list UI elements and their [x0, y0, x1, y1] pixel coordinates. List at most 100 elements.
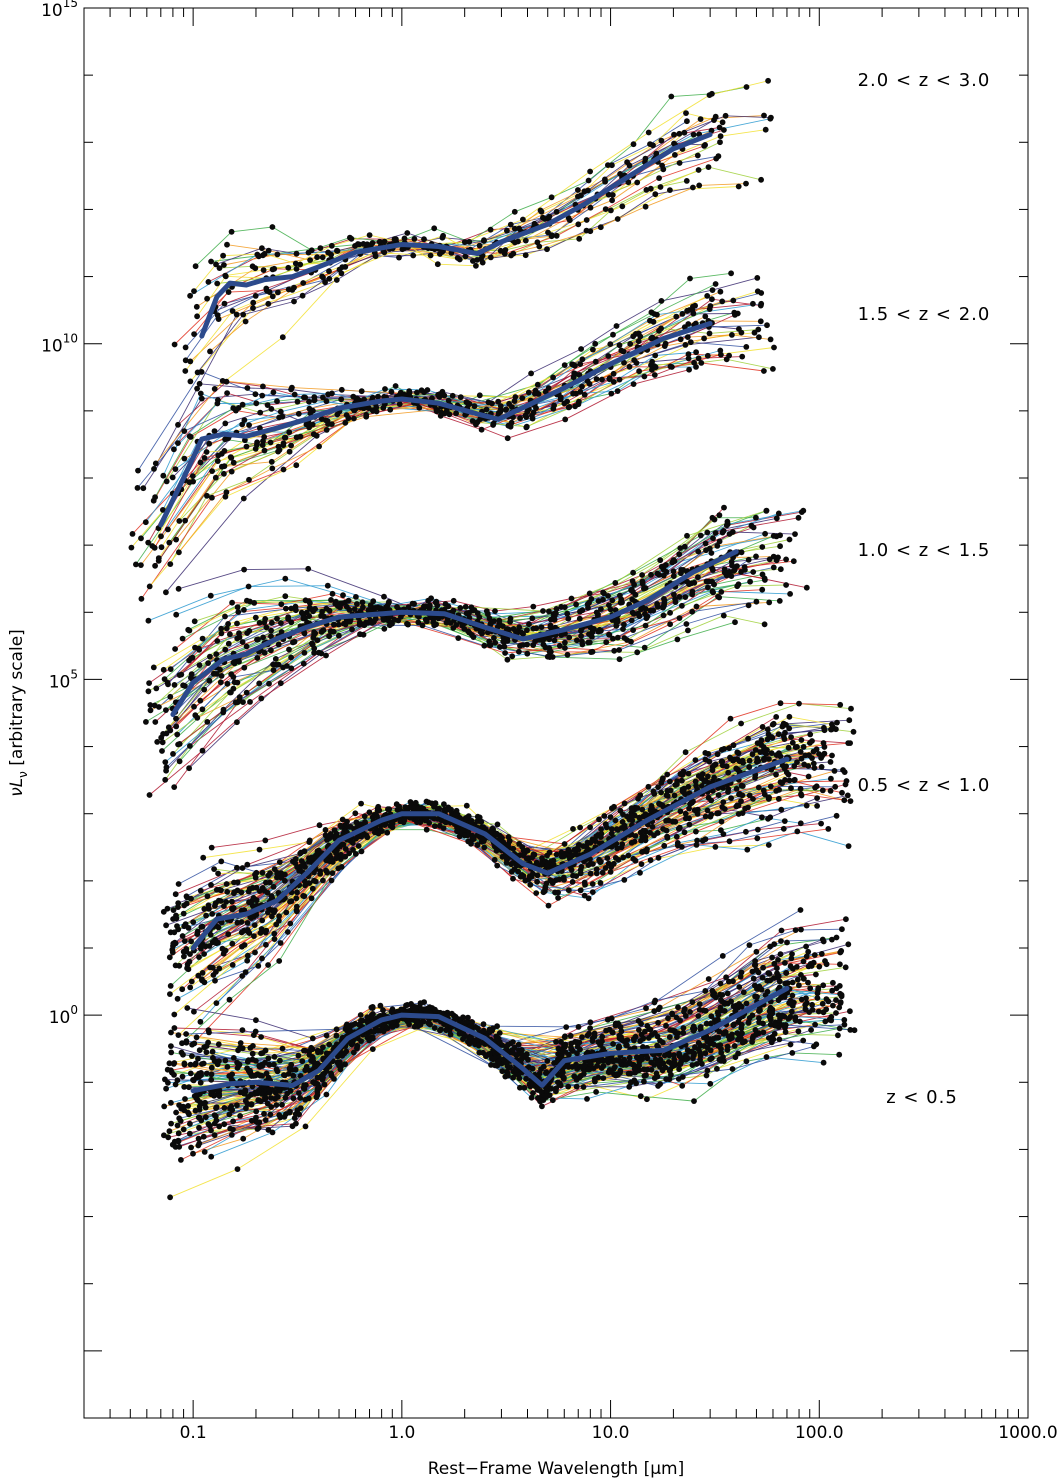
photometry-point [730, 1003, 737, 1010]
photometry-point [829, 987, 836, 994]
photometry-point [473, 1037, 480, 1043]
photometry-point [656, 572, 663, 578]
photometry-point [193, 1092, 200, 1098]
photometry-point [190, 919, 197, 925]
photometry-point [146, 792, 153, 798]
photometry-point [589, 633, 595, 640]
photometry-point [553, 851, 560, 858]
photometry-point [167, 693, 174, 700]
photometry-point [300, 660, 307, 667]
photometry-point [593, 376, 600, 382]
photometry-point [591, 1076, 598, 1082]
photometry-point [703, 578, 710, 585]
photometry-point [213, 261, 219, 268]
photometry-point [615, 1020, 622, 1027]
photometry-point [647, 185, 654, 192]
photometry-point [578, 633, 584, 639]
photometry-point [306, 398, 312, 405]
photometry-point [239, 1045, 246, 1052]
photometry-point [585, 1066, 592, 1073]
photometry-point [767, 977, 774, 984]
photometry-point [261, 250, 268, 257]
photometry-point [816, 963, 823, 970]
photometry-point [751, 982, 758, 989]
photometry-point [516, 1075, 523, 1082]
photometry-point [838, 992, 845, 998]
photometry-point [276, 1112, 283, 1118]
photometry-point [306, 613, 313, 619]
sed-line [172, 277, 758, 478]
photometry-point [576, 1039, 583, 1046]
photometry-point [455, 635, 462, 641]
photometry-point [787, 591, 793, 597]
photometry-point [704, 807, 711, 814]
photometry-point [151, 544, 158, 551]
photometry-point [587, 870, 594, 877]
photometry-point [654, 830, 661, 836]
photometry-point [209, 494, 215, 501]
photometry-point [215, 870, 222, 877]
photometry-point [801, 761, 808, 768]
photometry-point [389, 1024, 396, 1030]
photometry-point [403, 1002, 409, 1009]
photometry-point [309, 640, 315, 647]
photometry-point [241, 942, 248, 948]
photometry-point [592, 358, 599, 365]
photometry-point [581, 892, 588, 899]
photometry-point [529, 615, 536, 622]
photometry-point [848, 705, 854, 712]
photometry-point [621, 621, 627, 628]
photometry-point [198, 924, 205, 930]
photometry-point [586, 590, 593, 597]
photometry-point [274, 869, 281, 876]
photometry-point [180, 682, 187, 689]
photometry-point [175, 585, 182, 592]
photometry-point [369, 620, 375, 626]
photometry-point [711, 581, 717, 588]
photometry-point [625, 852, 632, 859]
photometry-point [738, 329, 745, 336]
photometry-point [266, 680, 272, 687]
photometry-point [734, 749, 741, 756]
photometry-point [326, 607, 333, 614]
photometry-point [240, 1135, 247, 1142]
photometry-point [593, 866, 600, 873]
photometry-point [575, 1024, 582, 1030]
photometry-point [589, 881, 596, 887]
photometry-point [616, 342, 623, 349]
photometry-point [638, 861, 645, 867]
photometry-point [803, 1000, 810, 1006]
photometry-point [800, 958, 807, 965]
photometry-point [129, 531, 136, 537]
photometry-point [342, 621, 349, 628]
photometry-point [427, 252, 434, 259]
photometry-point [497, 247, 504, 254]
photometry-point [589, 889, 596, 895]
photometry-point [174, 731, 181, 738]
photometry-point [578, 192, 584, 199]
photometry-point [320, 877, 326, 884]
photometry-point [259, 245, 265, 252]
photometry-point [481, 642, 488, 649]
photometry-point [562, 645, 568, 651]
photometry-point [610, 379, 617, 385]
photometry-point [773, 752, 780, 758]
photometry-point [828, 1017, 835, 1024]
photometry-point [361, 396, 367, 403]
photometry-point [637, 869, 643, 876]
photometry-point [534, 878, 540, 885]
photometry-point [787, 1013, 794, 1020]
photometry-point [656, 327, 662, 334]
photometry-point [421, 236, 427, 243]
photometry-point [762, 126, 769, 133]
photometry-point [229, 1107, 236, 1113]
photometry-point [538, 624, 545, 630]
photometry-point [310, 634, 317, 641]
photometry-point [677, 336, 684, 343]
photometry-point [738, 782, 745, 789]
photometry-point [756, 1019, 762, 1026]
photometry-point [734, 802, 741, 809]
photometry-point [152, 460, 159, 467]
photometry-point [159, 739, 166, 746]
